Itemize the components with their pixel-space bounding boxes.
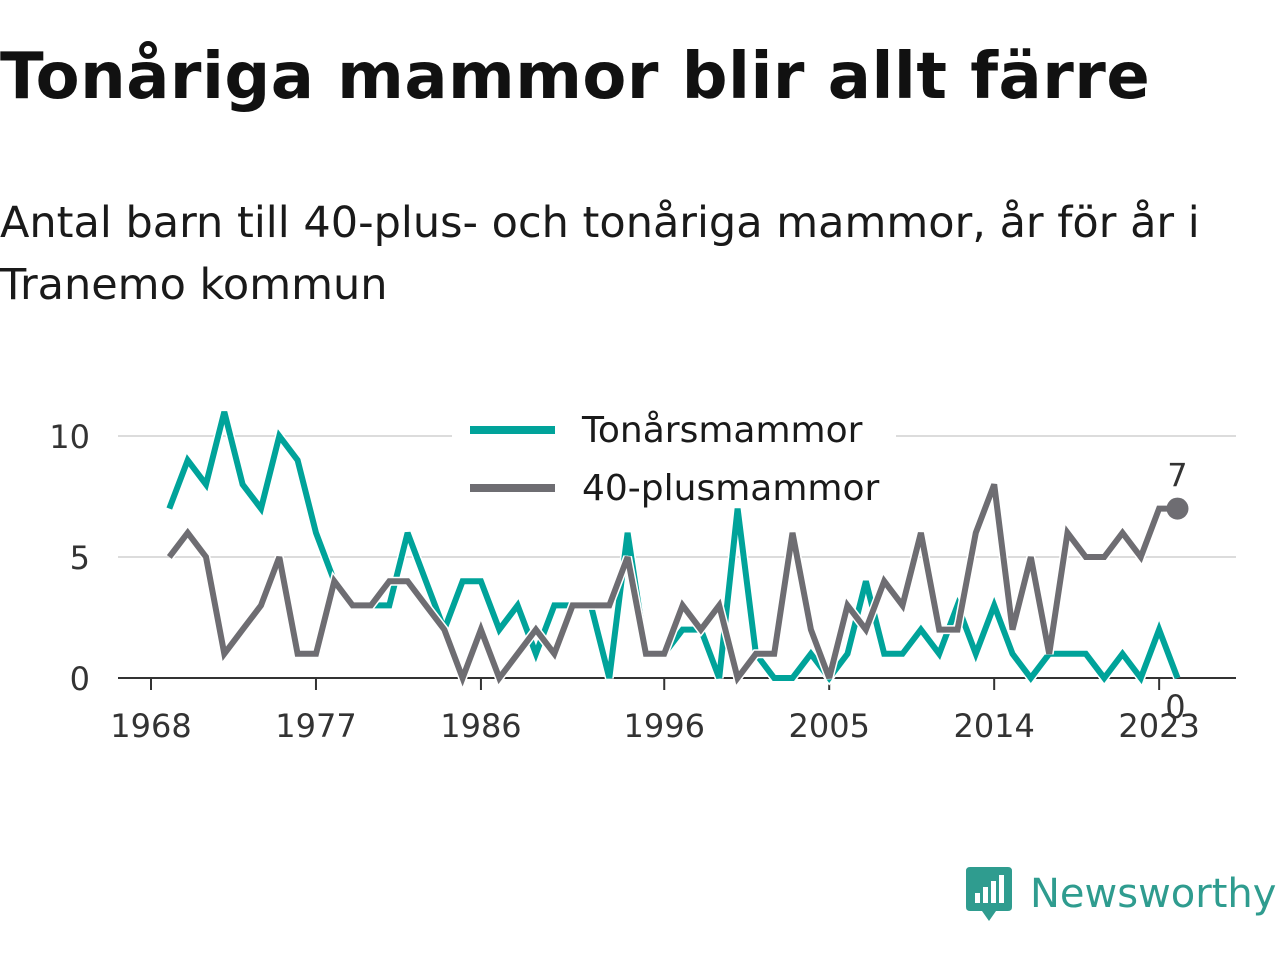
x-axis: 1968 1977 1986 1996 2005 2014 2023: [110, 677, 1236, 740]
chart-subtitle: Antal barn till 40-plus- och tonåriga ma…: [0, 198, 1200, 310]
chart-title: Tonåriga mammor blir allt färre: [0, 40, 1151, 114]
x-tick-label: 1986: [440, 707, 521, 740]
legend-background: [452, 404, 896, 522]
end-label: 0: [1165, 688, 1185, 726]
brand-name: Newsworthy: [1030, 871, 1277, 917]
legend-label: 40-plusmammor: [582, 468, 880, 509]
line-chart: 0 5 10 1968 1977 1986 1996 2005 2014 2023 Tonårs…: [49, 404, 1236, 740]
x-tick-label: 1977: [275, 707, 356, 740]
series-line: [166, 483, 1178, 687]
brand-logo: Newsworthy: [964, 862, 1276, 926]
y-tick-label: 5: [70, 539, 90, 577]
legend: Tonårsmammor 40-plusmammor: [452, 404, 896, 522]
x-tick-label: 2005: [788, 707, 869, 740]
end-labels: 07: [1165, 457, 1189, 726]
x-tick-label: 2023: [1118, 707, 1199, 740]
x-tick-label: 1996: [624, 707, 705, 740]
end-label: 7: [1167, 457, 1187, 495]
series-lines: [165, 410, 1182, 691]
x-tick-label: 1968: [110, 707, 191, 740]
y-tick-label: 0: [70, 660, 90, 698]
legend-label: Tonårsmammor: [581, 410, 863, 451]
newsworthy-logo-icon: [966, 867, 1012, 921]
x-tick-label: 2014: [953, 707, 1034, 740]
y-axis: 0 5 10: [49, 418, 90, 698]
end-marker: [1166, 497, 1189, 520]
y-tick-label: 10: [49, 418, 90, 456]
